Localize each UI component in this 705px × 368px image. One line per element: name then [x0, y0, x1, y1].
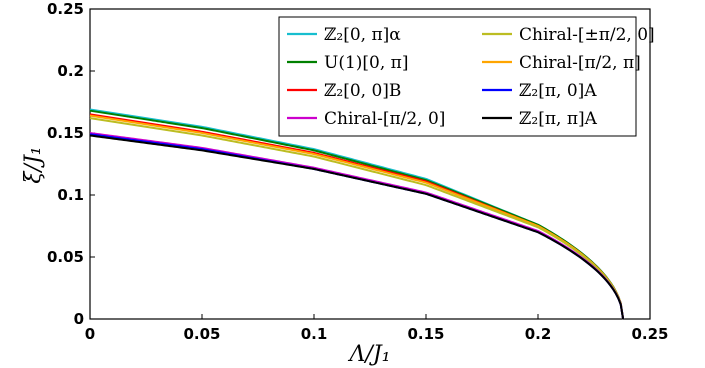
legend-entry-label: ℤ₂[0, 0]B [324, 81, 401, 101]
x-tick-label: 0.05 [183, 325, 220, 343]
series-line [89, 117, 625, 320]
legend-entry-label: Chiral-[±π/2, 0] [519, 25, 655, 45]
legend-box [278, 16, 637, 137]
y-tick-label: 0.25 [47, 0, 84, 18]
legend: ℤ₂[0, π]α U(1)[0, π] ℤ₂[0, 0]B Chiral-[π/2,… [278, 16, 655, 137]
x-tick-label: 0.15 [407, 325, 444, 343]
x-axis-label: Λ/J₁ [348, 342, 391, 367]
legend-entry-label: Chiral-[π/2, 0] [324, 109, 445, 129]
legend-entry-label: U(1)[0, π] [324, 53, 408, 73]
series-lines [89, 108, 625, 320]
series-line [89, 109, 625, 320]
legend-entry-label: ℤ₂[π, 0]A [519, 81, 597, 101]
y-axis-label: ξ/J₁ [21, 146, 46, 183]
y-tick-label: 0 [74, 310, 84, 328]
series-line [89, 108, 625, 320]
y-tick-label: 0.15 [47, 124, 84, 142]
y-tick-label: 0.1 [57, 186, 84, 204]
x-tick-label: 0.2 [525, 325, 552, 343]
plot-frame [89, 8, 651, 320]
legend-entry-label: ℤ₂[π, π]A [519, 109, 598, 129]
y-tick-label: 0.2 [57, 62, 84, 80]
legend-entry-label: Chiral-[π/2, π] [519, 53, 641, 73]
series-line [89, 114, 625, 320]
x-tick-label: 0.25 [631, 325, 668, 343]
series-line [89, 134, 625, 320]
y-axis-ticks: 0 0.05 0.1 0.15 0.2 0.25 [47, 0, 95, 328]
legend-entry-label: ℤ₂[0, π]α [324, 25, 401, 45]
x-tick-label: 0.1 [301, 325, 328, 343]
y-tick-label: 0.05 [47, 248, 84, 266]
x-tick-label: 0 [85, 325, 95, 343]
x-axis-ticks: 0 0.05 0.1 0.15 0.2 0.25 [85, 314, 669, 343]
series-line [89, 132, 625, 320]
